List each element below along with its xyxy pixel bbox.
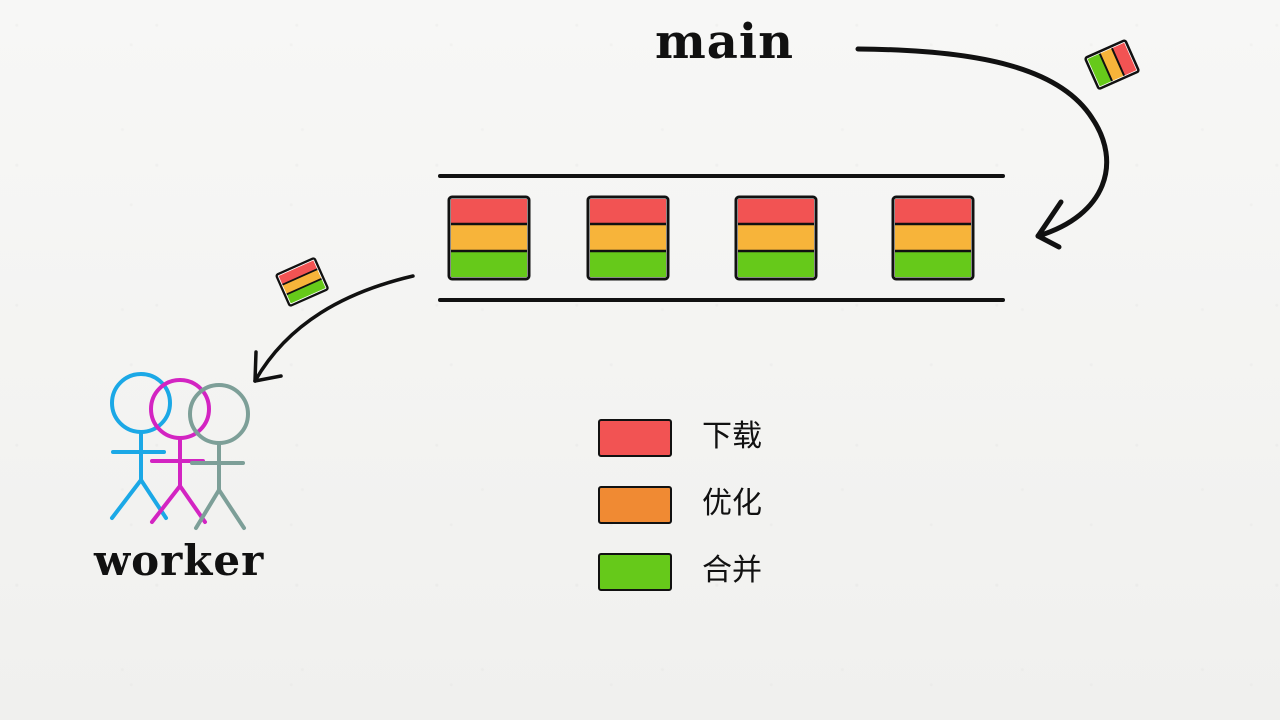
legend-item-merge: 合并 <box>598 553 798 593</box>
worker-figure-gray <box>188 383 250 530</box>
legend-swatch-merge <box>598 553 672 591</box>
queue-block-1 <box>447 195 531 281</box>
worker-stick-figures-icon <box>110 372 250 530</box>
main-to-queue-arrow <box>855 46 1110 250</box>
queue-block-4 <box>891 195 975 281</box>
legend-label-merge: 合并 <box>702 553 762 588</box>
legend-item-download: 下载 <box>598 419 798 459</box>
legend-item-optimize: 优化 <box>598 486 798 526</box>
legend-label-optimize: 优化 <box>702 486 762 521</box>
queue-block-3 <box>734 195 818 281</box>
legend-label-download: 下载 <box>702 419 762 454</box>
queue-to-worker-arrow <box>253 274 415 383</box>
legend-swatch-optimize <box>598 486 672 524</box>
incoming-task-icon <box>1084 39 1140 90</box>
main-label: main <box>655 14 795 70</box>
outgoing-task-icon <box>275 257 329 307</box>
worker-figure-blue <box>110 372 172 520</box>
worker-figure-magenta <box>149 378 211 524</box>
queue-block-2 <box>586 195 670 281</box>
legend-swatch-download <box>598 419 672 457</box>
worker-label: worker <box>94 536 265 585</box>
